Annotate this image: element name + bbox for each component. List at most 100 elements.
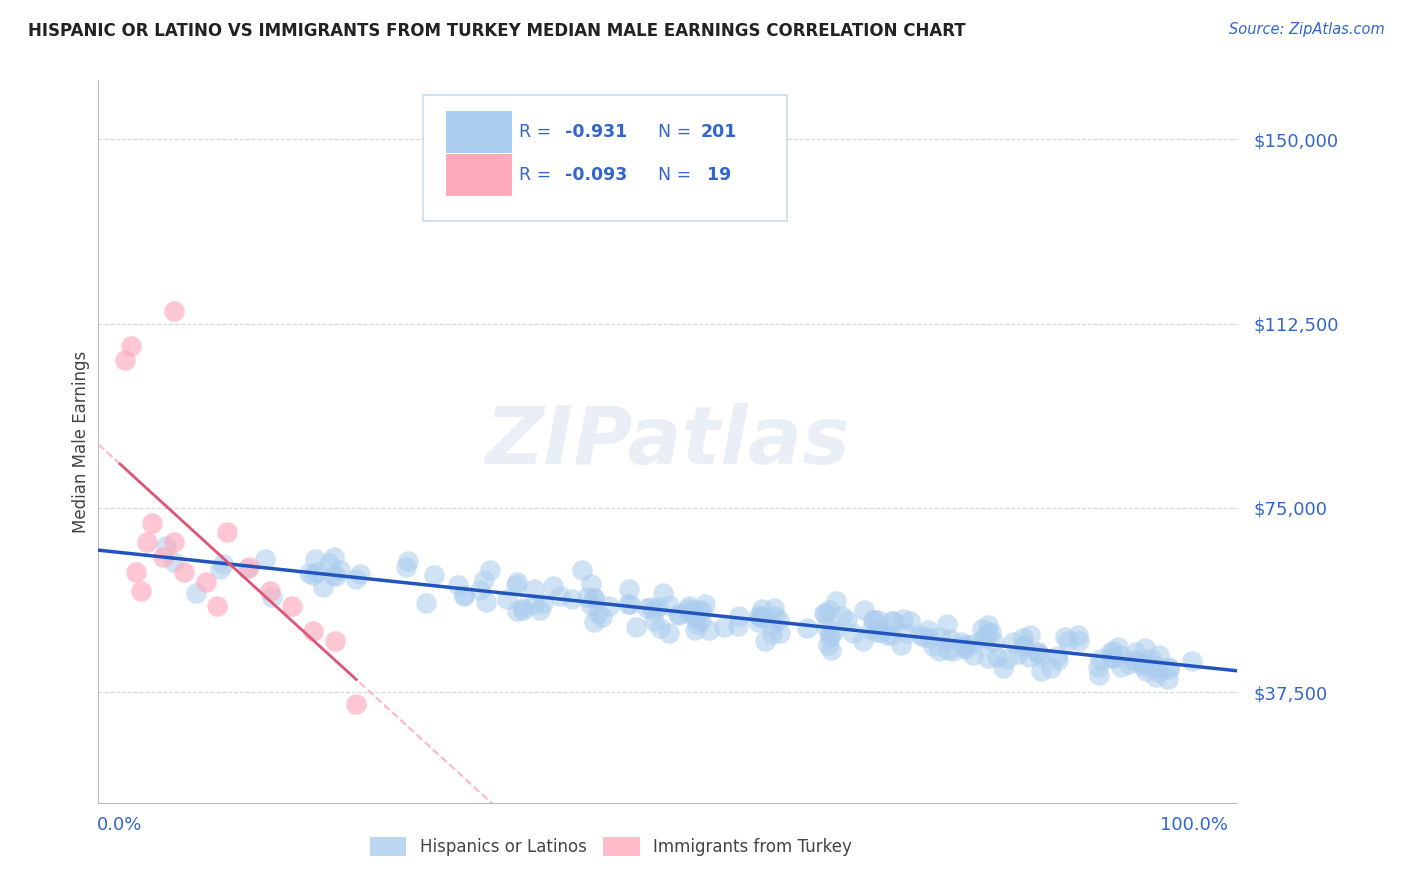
Point	[208, 562, 231, 576]
Point	[962, 648, 984, 662]
Point	[238, 560, 260, 574]
Point	[868, 613, 890, 627]
Point	[912, 630, 935, 644]
Point	[762, 601, 785, 615]
Point	[344, 698, 367, 712]
Point	[446, 578, 468, 592]
Point	[1012, 631, 1035, 645]
Point	[318, 556, 340, 570]
Point	[173, 565, 195, 579]
Point	[891, 612, 914, 626]
Point	[813, 606, 835, 620]
Point	[889, 638, 911, 652]
Point	[852, 602, 875, 616]
Point	[852, 634, 875, 648]
Point	[977, 617, 1000, 632]
Point	[184, 586, 207, 600]
Point	[678, 599, 700, 614]
Point	[135, 535, 157, 549]
Point	[1088, 667, 1111, 681]
Point	[1135, 656, 1157, 670]
Point	[917, 624, 939, 638]
Point	[576, 590, 599, 604]
Point	[1028, 645, 1050, 659]
Point	[1047, 652, 1070, 666]
Point	[281, 599, 304, 614]
Point	[301, 567, 323, 582]
Text: N =: N =	[658, 122, 696, 141]
Point	[1147, 665, 1170, 679]
Point	[304, 552, 326, 566]
Legend: Hispanics or Latinos, Immigrants from Turkey: Hispanics or Latinos, Immigrants from Tu…	[363, 830, 859, 863]
Point	[640, 600, 662, 615]
Point	[692, 604, 714, 618]
Point	[658, 598, 681, 612]
Point	[512, 601, 534, 615]
Point	[522, 597, 544, 611]
Point	[862, 613, 884, 627]
Point	[163, 555, 186, 569]
Point	[922, 639, 945, 653]
Point	[523, 582, 546, 597]
Text: -0.931: -0.931	[565, 122, 627, 141]
Point	[349, 567, 371, 582]
Point	[1101, 650, 1123, 665]
Point	[918, 631, 941, 645]
Point	[236, 562, 259, 576]
Point	[571, 563, 593, 577]
Point	[617, 582, 640, 597]
Point	[796, 621, 818, 635]
Point	[1046, 649, 1069, 664]
Point	[1099, 644, 1122, 658]
Point	[323, 550, 346, 565]
Point	[205, 599, 228, 614]
Point	[823, 624, 845, 639]
Point	[1054, 630, 1077, 644]
Point	[506, 604, 529, 618]
Text: N =: N =	[658, 166, 696, 184]
Point	[813, 607, 835, 621]
Point	[647, 599, 669, 614]
Point	[624, 620, 647, 634]
Point	[713, 620, 735, 634]
Point	[496, 592, 519, 607]
Point	[928, 643, 950, 657]
Point	[548, 589, 571, 603]
Text: Source: ZipAtlas.com: Source: ZipAtlas.com	[1229, 22, 1385, 37]
Point	[322, 568, 344, 582]
Point	[898, 615, 921, 629]
Text: -0.093: -0.093	[565, 166, 627, 184]
Point	[114, 353, 136, 368]
Point	[818, 603, 841, 617]
Point	[162, 535, 184, 549]
Point	[1146, 661, 1168, 675]
Text: ZIPatlas: ZIPatlas	[485, 402, 851, 481]
Point	[728, 608, 751, 623]
FancyBboxPatch shape	[446, 111, 512, 153]
Point	[686, 617, 709, 632]
Point	[761, 627, 783, 641]
Text: R =: R =	[519, 122, 557, 141]
Point	[678, 607, 700, 621]
Point	[472, 573, 495, 587]
Point	[636, 601, 658, 615]
Point	[125, 565, 148, 579]
Point	[977, 650, 1000, 665]
Point	[1026, 646, 1049, 660]
Point	[260, 590, 283, 604]
Point	[1019, 628, 1042, 642]
Point	[1132, 657, 1154, 672]
Point	[837, 613, 859, 627]
Point	[896, 626, 918, 640]
Point	[479, 563, 502, 577]
Point	[529, 603, 551, 617]
Point	[579, 598, 602, 612]
Point	[395, 559, 418, 574]
Point	[973, 630, 995, 644]
Point	[699, 623, 721, 637]
Point	[470, 583, 492, 598]
Point	[1125, 645, 1147, 659]
Point	[727, 619, 749, 633]
Point	[423, 568, 446, 582]
Point	[831, 609, 853, 624]
